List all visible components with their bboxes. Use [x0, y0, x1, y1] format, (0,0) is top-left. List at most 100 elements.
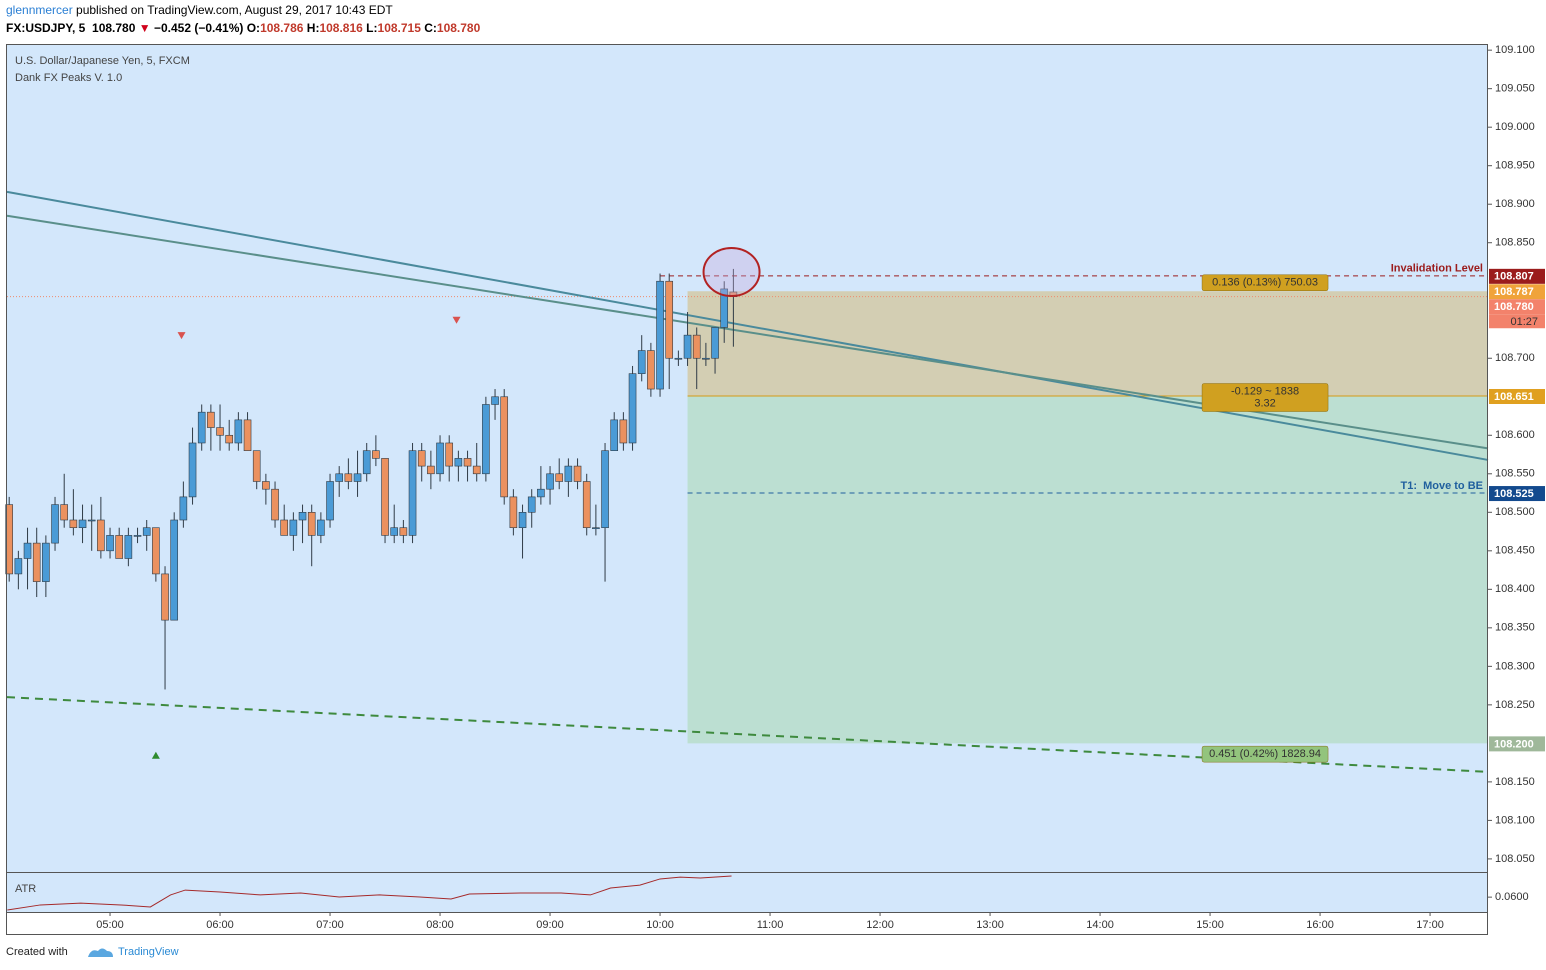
candle-body — [427, 465, 435, 475]
x-tick-label: 13:00 — [976, 919, 1004, 931]
quote-part: 108.715 — [378, 21, 422, 35]
candle-body — [518, 512, 527, 529]
quote-part: L: — [363, 21, 378, 35]
x-tick-label: 12:00 — [866, 919, 894, 931]
price-badge-label: 108.651 — [1494, 391, 1534, 403]
candle-body — [647, 350, 655, 390]
candle-body — [637, 350, 646, 374]
candle-body — [546, 473, 554, 490]
candle-body — [32, 542, 41, 582]
y-tick-label: 108.450 — [1495, 545, 1535, 557]
quote-line: FX:USDJPY, 5 108.780 ▼ −0.452 (−0.41%) O… — [6, 21, 481, 35]
info-box — [1201, 383, 1329, 412]
level-label: T1: Move to BE — [1400, 480, 1483, 492]
candle-body — [179, 496, 188, 521]
price-badge — [1489, 284, 1545, 300]
y-tick-label: 109.000 — [1495, 121, 1535, 133]
candle-body — [619, 419, 628, 444]
candle-body — [298, 512, 307, 521]
y-tick-label: 108.100 — [1495, 814, 1535, 826]
y-tick-label: 108.550 — [1495, 468, 1535, 480]
candle-body — [14, 558, 23, 575]
quote-part: 108.780 — [437, 21, 481, 35]
price-badge-label: 108.200 — [1494, 738, 1534, 750]
candle-body — [656, 280, 664, 390]
price-badge — [1489, 486, 1545, 502]
candle-body — [592, 527, 600, 530]
quote-part: −0.452 (−0.41%) — [151, 21, 247, 35]
candle-body — [454, 458, 463, 467]
atr-line — [7, 875, 732, 911]
header: glennmercer published on TradingView.com… — [6, 3, 393, 17]
signal-marker — [151, 751, 160, 759]
info-box — [1201, 274, 1329, 292]
candle-body — [417, 450, 426, 467]
quote-part: ▼ — [139, 21, 151, 35]
published: published on TradingView.com, August 29,… — [73, 3, 394, 17]
quote-part: 108.786 — [260, 21, 304, 35]
candle-body — [674, 357, 683, 360]
candle-body — [527, 496, 536, 513]
y-tick-label: 108.050 — [1495, 853, 1535, 865]
price-badge-label: 108.787 — [1494, 286, 1534, 298]
user[interactable]: glennmercer — [6, 3, 73, 17]
quote-part: O: — [247, 21, 260, 35]
y-tick-label: 108.350 — [1495, 622, 1535, 634]
candle-body — [537, 488, 545, 498]
candle-body — [280, 519, 289, 536]
price-badge — [1489, 736, 1545, 752]
candle-body — [702, 357, 710, 360]
x-tick-label: 11:00 — [757, 919, 784, 931]
candle-body — [683, 334, 692, 359]
candle-body — [60, 504, 69, 521]
candle-body — [720, 288, 729, 328]
candle-body — [353, 473, 362, 482]
candle-body — [463, 458, 472, 467]
candle-body — [711, 327, 719, 359]
candle-body — [628, 373, 637, 444]
candle-body — [252, 450, 261, 482]
candle-body — [152, 527, 160, 575]
price-badge-label: 108.525 — [1494, 488, 1534, 500]
candle-body — [42, 542, 50, 582]
y-tick-label: 108.600 — [1495, 429, 1535, 441]
candle-body — [491, 396, 499, 405]
candle-body — [170, 519, 179, 621]
candle-body — [326, 481, 334, 521]
profit-zone — [687, 395, 1488, 744]
candle-body — [124, 535, 133, 559]
candle-body — [610, 419, 619, 451]
candle-body — [69, 519, 78, 529]
atr-tick-label: 0.0600 — [1495, 891, 1529, 903]
candle-body — [262, 481, 270, 490]
candle-body — [87, 519, 96, 522]
x-tick-label: 08:00 — [426, 919, 454, 931]
atr-background — [7, 872, 1488, 912]
candle-body — [665, 280, 674, 359]
candle-body — [509, 496, 518, 529]
candle-body — [243, 419, 252, 451]
candle-body — [482, 404, 490, 475]
candle-body — [225, 434, 234, 444]
y-tick-label: 109.100 — [1495, 44, 1535, 56]
footer-created: Created with — [6, 946, 68, 958]
x-tick-label: 05:00 — [96, 919, 124, 931]
price-badge — [1489, 268, 1545, 284]
x-tick-label: 06:00 — [206, 919, 234, 931]
candle-body — [408, 450, 417, 536]
candle-body — [106, 535, 114, 552]
info-text: 0.136 (0.13%) 750.03 — [1212, 277, 1318, 289]
candle-body — [207, 411, 215, 428]
y-tick-label: 108.850 — [1495, 237, 1535, 249]
candle-body — [188, 442, 197, 498]
candle-body — [344, 473, 353, 482]
candle-body — [500, 396, 509, 498]
footer-brand[interactable]: TradingView — [118, 946, 179, 958]
y-tick-label: 108.900 — [1495, 198, 1535, 210]
indicator-name: Dank FX Peaks V. 1.0 — [15, 72, 122, 84]
logo — [88, 948, 113, 957]
price-badge — [1489, 388, 1545, 404]
chart-title: U.S. Dollar/Japanese Yen, 5, FXCM — [15, 55, 190, 67]
info-box — [1201, 745, 1329, 763]
countdown-label: 01:27 — [1510, 316, 1538, 328]
